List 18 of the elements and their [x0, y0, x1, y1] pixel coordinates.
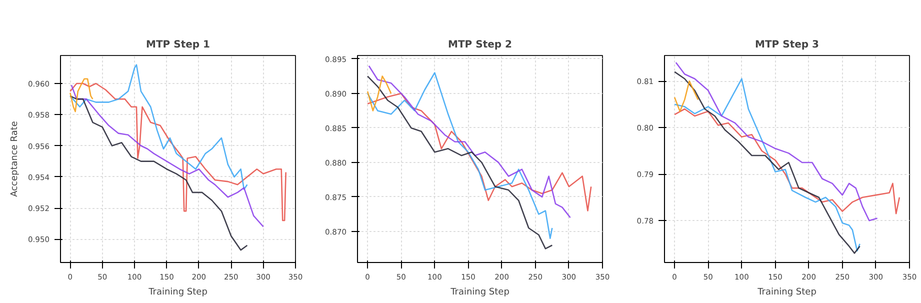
- chart-title: MTP Step 3: [755, 40, 820, 50]
- x-axis-title: Training Step: [756, 288, 817, 298]
- chart-title: MTP Step 2: [448, 40, 512, 50]
- line-series: [674, 80, 699, 112]
- line-series: [70, 78, 94, 112]
- chart-title: MTP Step 1: [146, 40, 210, 50]
- x-axis-title: Training Step: [148, 288, 208, 298]
- line-series: [675, 62, 878, 222]
- line-series: [70, 82, 286, 222]
- line-series: [366, 92, 592, 212]
- y-axis-title: Acceptance Rate: [10, 120, 20, 197]
- line-series: [368, 65, 571, 218]
- line-series: [70, 95, 248, 251]
- line-series: [366, 76, 392, 112]
- line-series: [70, 64, 248, 190]
- line-series: [70, 84, 264, 228]
- x-axis-title: Training Step: [450, 288, 510, 298]
- line-series: [674, 108, 900, 214]
